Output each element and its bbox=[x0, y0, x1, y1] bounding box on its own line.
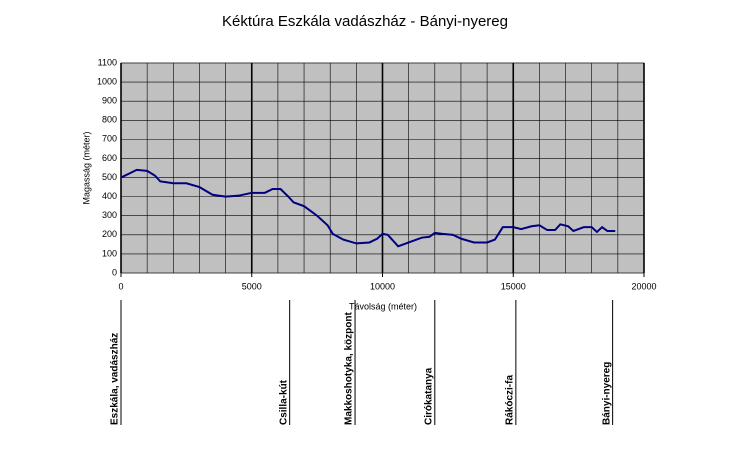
x-tick-label: 0 bbox=[118, 281, 123, 291]
y-tick-label: 1000 bbox=[97, 76, 117, 86]
y-tick-label: 600 bbox=[102, 153, 117, 163]
y-tick-label: 300 bbox=[102, 210, 117, 220]
waypoint-label: Bányi-nyereg bbox=[601, 362, 612, 425]
y-axis-label: Magasság (méter) bbox=[81, 131, 91, 204]
y-tick-label: 700 bbox=[102, 134, 117, 144]
chart-title: Kéktúra Eszkála vadászház - Bányi-nyereg bbox=[222, 13, 508, 30]
waypoint-label: Eszkála, vadászház bbox=[110, 333, 121, 425]
y-tick-label: 1100 bbox=[98, 57, 117, 67]
y-tick-label: 0 bbox=[112, 267, 117, 277]
elevation-line bbox=[120, 168, 616, 248]
x-tick-label: 15000 bbox=[501, 281, 526, 291]
x-tick-label: 5000 bbox=[242, 281, 262, 291]
waypoint-label: Rákóczi-fa bbox=[505, 375, 516, 425]
x-axis-label: Távolság (méter) bbox=[349, 301, 417, 311]
y-tick-label: 100 bbox=[102, 248, 117, 258]
y-tick-label: 800 bbox=[102, 115, 117, 125]
waypoint-label: Csilla-kút bbox=[278, 379, 289, 425]
x-tick-label: 10000 bbox=[370, 281, 395, 291]
waypoint-label: Cirókatanya bbox=[423, 367, 434, 425]
y-tick-label: 200 bbox=[102, 229, 117, 239]
x-tick-label: 20000 bbox=[631, 281, 656, 291]
y-tick-label: 500 bbox=[102, 172, 117, 182]
y-tick-label: 900 bbox=[102, 96, 117, 106]
y-tick-label: 400 bbox=[102, 191, 117, 201]
waypoint-label: Makkoshotyka, központ bbox=[344, 312, 355, 425]
